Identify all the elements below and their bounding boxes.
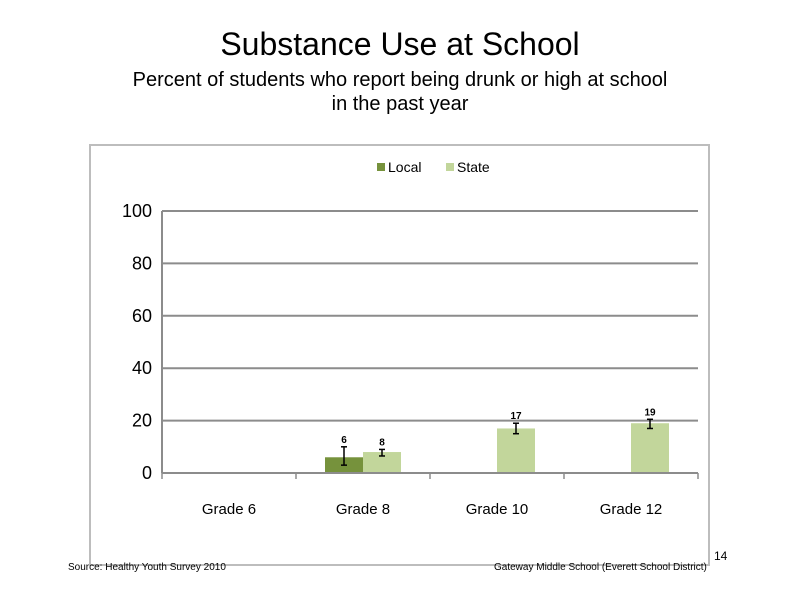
subtitle-line-2: in the past year bbox=[331, 93, 469, 115]
slide-subtitle: Percent of students who report being dru… bbox=[100, 68, 700, 116]
y-tick-label-60: 60 bbox=[132, 306, 152, 326]
slide-title: Substance Use at School bbox=[220, 26, 580, 62]
x-tick-label-grade-8: Grade 8 bbox=[336, 501, 390, 518]
legend-label-state: State bbox=[457, 159, 490, 175]
data-label-state-2: 17 bbox=[510, 411, 522, 422]
legend-swatch-local bbox=[377, 163, 385, 171]
subtitle-line-1: Percent of students who report being dru… bbox=[132, 69, 668, 91]
chart-frame: 0 20 40 60 80 100 Grade 6 Grade 8 Grade 10 Grade … bbox=[89, 144, 710, 566]
x-tick-label-grade-6: Grade 6 bbox=[202, 501, 256, 518]
bar-state-2 bbox=[497, 428, 535, 473]
data-label-state-1: 8 bbox=[379, 437, 385, 448]
y-tick-label-100: 100 bbox=[122, 201, 152, 221]
bar-state-1 bbox=[363, 452, 401, 473]
data-label-state-3: 19 bbox=[644, 407, 656, 418]
x-tick-label-grade-12: Grade 12 bbox=[600, 501, 663, 518]
y-tick-label-0: 0 bbox=[142, 463, 152, 483]
page-number: 14 bbox=[714, 549, 728, 563]
legend-label-local: Local bbox=[388, 159, 421, 175]
y-tick-label-20: 20 bbox=[132, 411, 152, 431]
source-note: Source: Healthy Youth Survey 2010 bbox=[68, 562, 226, 573]
bar-state-3 bbox=[631, 423, 669, 473]
x-tick-label-grade-10: Grade 10 bbox=[466, 501, 529, 518]
legend-swatch-state bbox=[446, 163, 454, 171]
data-label-local-1: 6 bbox=[341, 435, 347, 446]
bar-chart: 0 20 40 60 80 100 Grade 6 Grade 8 Grade 10 Grade … bbox=[122, 159, 699, 518]
school-name: Gateway Middle School (Everett School Di… bbox=[494, 562, 707, 573]
y-tick-label-80: 80 bbox=[132, 253, 152, 273]
y-tick-label-40: 40 bbox=[132, 358, 152, 378]
